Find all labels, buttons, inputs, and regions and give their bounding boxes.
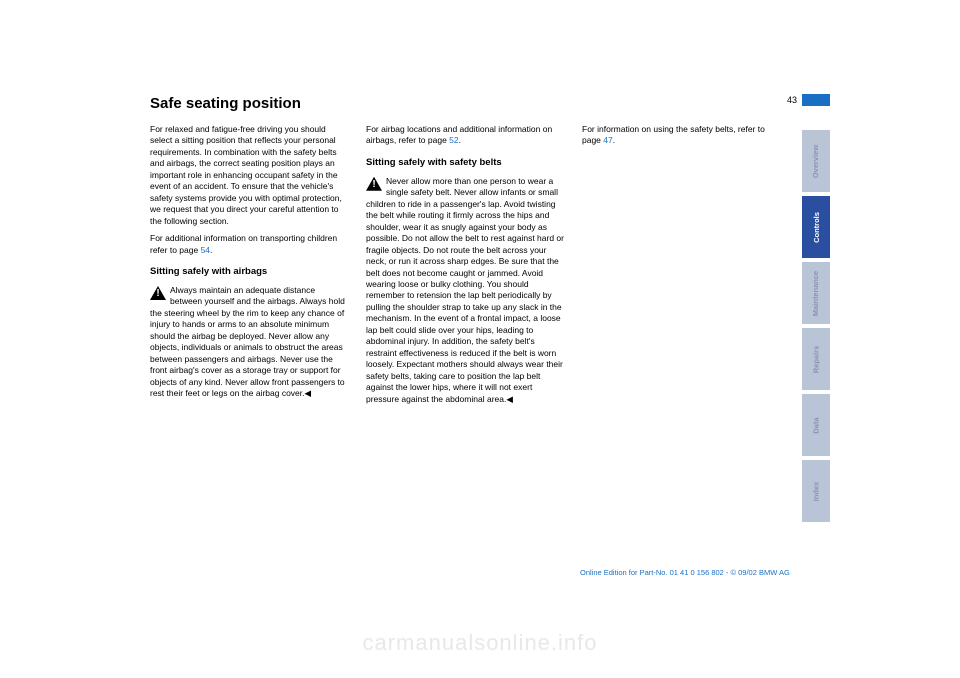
tab-label: Maintenance bbox=[812, 270, 821, 315]
side-tabs: Overview Controls Maintenance Repairs Da… bbox=[802, 130, 830, 526]
tab-repairs[interactable]: Repairs bbox=[802, 328, 830, 390]
text-fragment: . bbox=[459, 135, 461, 145]
tab-overview[interactable]: Overview bbox=[802, 130, 830, 192]
tab-label: Overview bbox=[812, 144, 821, 177]
warning-icon bbox=[366, 177, 382, 191]
page-link[interactable]: 52 bbox=[449, 135, 458, 145]
page-content: Safe seating position For relaxed and fa… bbox=[150, 95, 830, 411]
warning-icon bbox=[150, 286, 166, 300]
tab-controls[interactable]: Controls bbox=[802, 196, 830, 258]
tab-maintenance[interactable]: Maintenance bbox=[802, 262, 830, 324]
body-text: For airbag locations and additional info… bbox=[366, 124, 564, 147]
page-title: Safe seating position bbox=[150, 95, 830, 112]
footer-text: Online Edition for Part-No. 01 41 0 156 … bbox=[580, 568, 790, 577]
subheading: Sitting safely with airbags bbox=[150, 266, 348, 279]
tab-label: Repairs bbox=[811, 345, 820, 373]
watermark: carmanualsonline.info bbox=[0, 630, 960, 656]
tab-label: Data bbox=[811, 417, 820, 433]
page-number: 43 bbox=[787, 95, 797, 105]
subheading: Sitting safely with safety belts bbox=[366, 157, 564, 170]
warning-text: Never allow more than one person to wear… bbox=[366, 176, 564, 405]
page-link[interactable]: 47 bbox=[603, 135, 612, 145]
tab-label: Controls bbox=[812, 212, 821, 243]
tab-data[interactable]: Data bbox=[802, 394, 830, 456]
body-text: For relaxed and fatigue-free driving you… bbox=[150, 124, 348, 227]
body-text: For additional information on transporti… bbox=[150, 233, 348, 256]
text-fragment: . bbox=[210, 245, 212, 255]
tab-index[interactable]: Index bbox=[802, 460, 830, 522]
column-2: For airbag locations and additional info… bbox=[366, 124, 564, 411]
text-fragment: . bbox=[613, 135, 615, 145]
column-1: For relaxed and fatigue-free driving you… bbox=[150, 124, 348, 411]
warning-text: Always maintain an adequate distance bet… bbox=[150, 285, 348, 400]
column-3: For information on using the safety belt… bbox=[582, 124, 780, 411]
text-fragment: For additional information on transporti… bbox=[150, 233, 337, 254]
tab-label: Index bbox=[812, 481, 821, 501]
page-link[interactable]: 54 bbox=[201, 245, 210, 255]
header-accent-bar bbox=[802, 94, 830, 106]
body-text: For information on using the safety belt… bbox=[582, 124, 780, 147]
text-columns: For relaxed and fatigue-free driving you… bbox=[150, 124, 830, 411]
text-fragment: Always maintain an adequate distance bet… bbox=[150, 285, 345, 398]
text-fragment: Never allow more than one person to wear… bbox=[366, 176, 564, 404]
